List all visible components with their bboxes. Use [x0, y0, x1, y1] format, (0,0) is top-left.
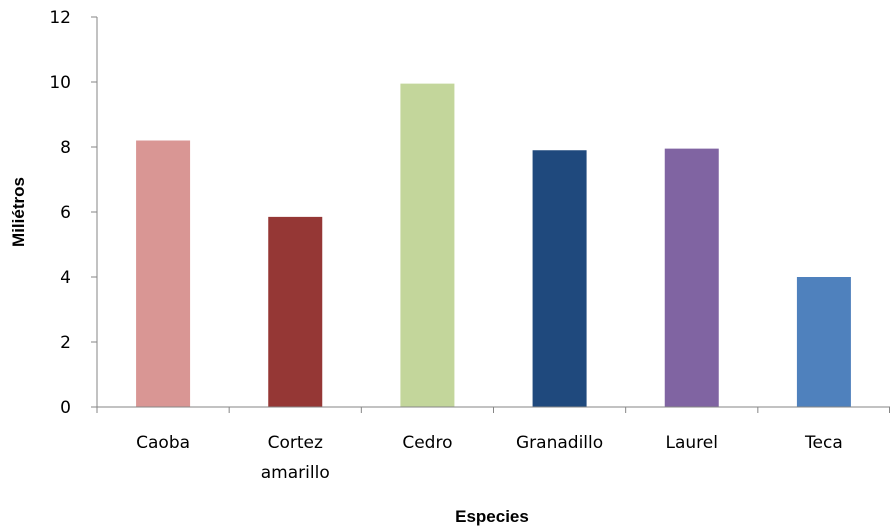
x-tick-label: Caoba: [136, 433, 190, 453]
y-axis-title: Miliétros: [9, 177, 28, 247]
x-tick-label: Laurel: [666, 433, 718, 453]
y-tick-label: 12: [49, 8, 71, 28]
bar: [796, 277, 851, 407]
y-tick-label: 2: [60, 333, 71, 353]
x-tick-label: amarillo: [261, 463, 330, 483]
x-axis-title: Especies: [455, 507, 529, 526]
bar: [400, 83, 455, 407]
y-tick-label: 0: [60, 398, 71, 418]
bar: [136, 140, 191, 407]
y-tick-label: 6: [60, 203, 71, 223]
y-tick-label: 4: [60, 268, 71, 288]
x-axis: Caoba Cortez amarillo Cedro Granadillo Laurel…: [96, 406, 890, 483]
bar: [664, 148, 719, 407]
bar: [268, 216, 323, 407]
x-tick-label: Cortez: [268, 433, 323, 453]
y-tick-label: 8: [60, 138, 71, 158]
y-tick-label: 10: [49, 73, 71, 93]
bar: [532, 150, 587, 407]
x-tick-label: Teca: [804, 433, 843, 453]
bars-group: [136, 83, 851, 407]
x-tick-label: Granadillo: [516, 433, 603, 453]
x-tick-label: Cedro: [402, 433, 452, 453]
y-axis: 0 2 4 6 8 10 12: [49, 8, 98, 418]
